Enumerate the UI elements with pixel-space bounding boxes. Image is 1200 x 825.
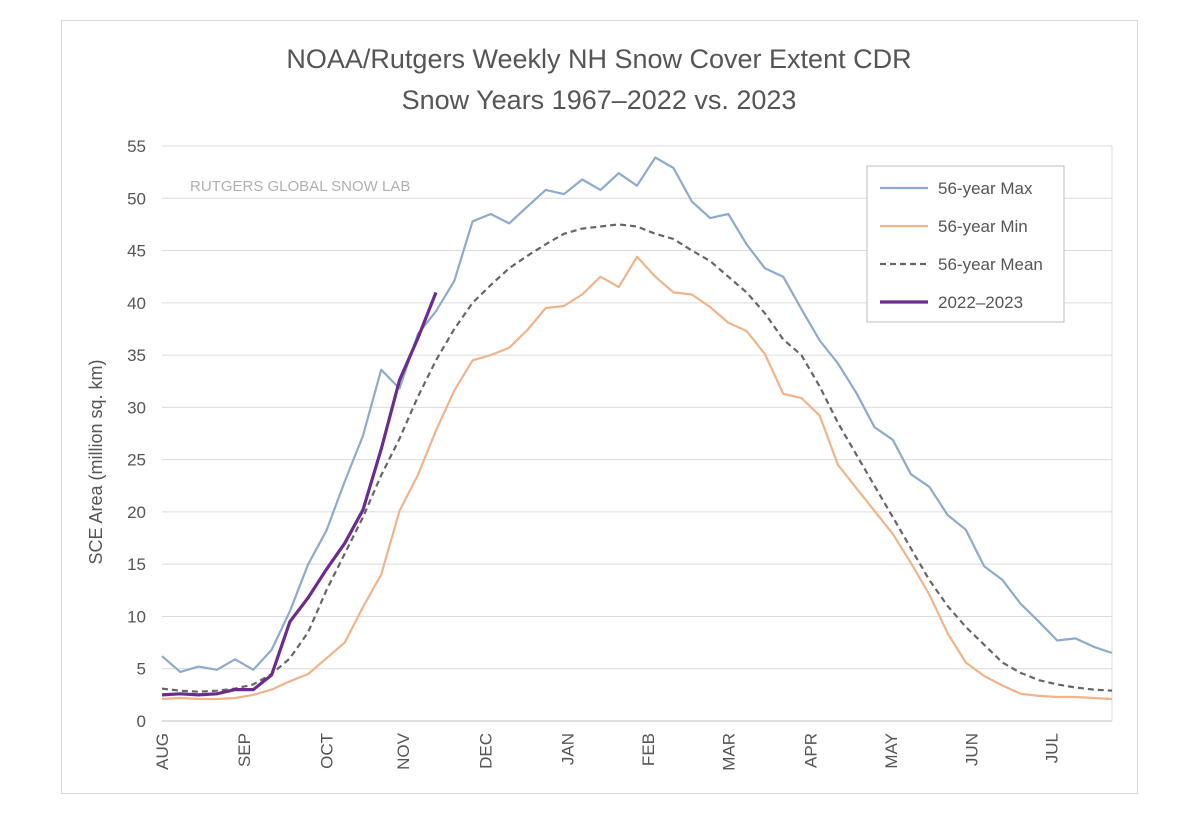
x-tick-label-aug: AUG [153,733,172,770]
y-tick-label: 15 [127,555,146,574]
x-axis-ticks: AUG SEP OCT NOV DEC JAN FEB MAR APR MAY JUN JUL [153,732,1062,770]
series-line-56-year-mean [161,223,1113,693]
x-tick-label-apr: APR [802,733,821,768]
legend: 56-year Max 56-year Min 56-year Mean 2022–2… [866,165,1065,323]
legend-entry: 2022–2023 [938,293,1023,312]
y-tick-label: 30 [127,398,146,417]
y-tick-label: 40 [127,294,146,313]
x-tick-label-dec: DEC [476,733,495,769]
x-tick-label-oct: OCT [317,733,336,769]
y-tick-label: 0 [137,712,146,731]
chart-subtitle: Snow Years 1967–2022 vs. 2023 [402,85,797,115]
x-tick-label-mar: MAR [719,733,738,771]
y-tick-label: 50 [127,189,146,208]
watermark: RUTGERS GLOBAL SNOW LAB [190,178,410,195]
y-tick-label: 25 [127,451,146,470]
x-tick-label-jun: JUN [962,733,981,766]
y-axis-label: SCE Area (million sq. km) [86,359,106,564]
x-tick-label-jul: JUL [1043,733,1062,763]
y-tick-label: 20 [127,503,146,522]
chart-title: NOAA/Rutgers Weekly NH Snow Cover Extent… [286,44,911,74]
x-tick-label-may: MAY [882,733,901,769]
y-tick-label: 35 [127,346,146,365]
x-tick-label-jan: JAN [559,733,578,765]
y-tick-label: 5 [137,660,146,679]
legend-entry: 56-year Mean [938,255,1043,274]
series-lines [161,156,1113,701]
x-tick-label-nov: NOV [394,732,413,770]
series-line-2022-2023 [161,291,438,697]
chart-frame: NOAA/Rutgers Weekly NH Snow Cover Extent… [61,20,1138,794]
y-tick-label: 55 [127,137,146,156]
y-tick-label: 45 [127,242,146,261]
series-line-56-year-min [161,255,1113,701]
x-tick-label-feb: FEB [639,733,658,766]
legend-entry: 56-year Min [938,217,1028,236]
y-axis-ticks: 0 5 10 15 20 25 30 35 40 45 50 55 [127,137,146,731]
series-line-56-year-max [161,156,1113,674]
x-tick-label-sep: SEP [235,733,254,767]
snow-cover-chart: NOAA/Rutgers Weekly NH Snow Cover Extent… [86,44,1113,771]
legend-entry: 56-year Max [938,179,1033,198]
legend-box [866,165,1065,323]
y-tick-label: 10 [127,607,146,626]
